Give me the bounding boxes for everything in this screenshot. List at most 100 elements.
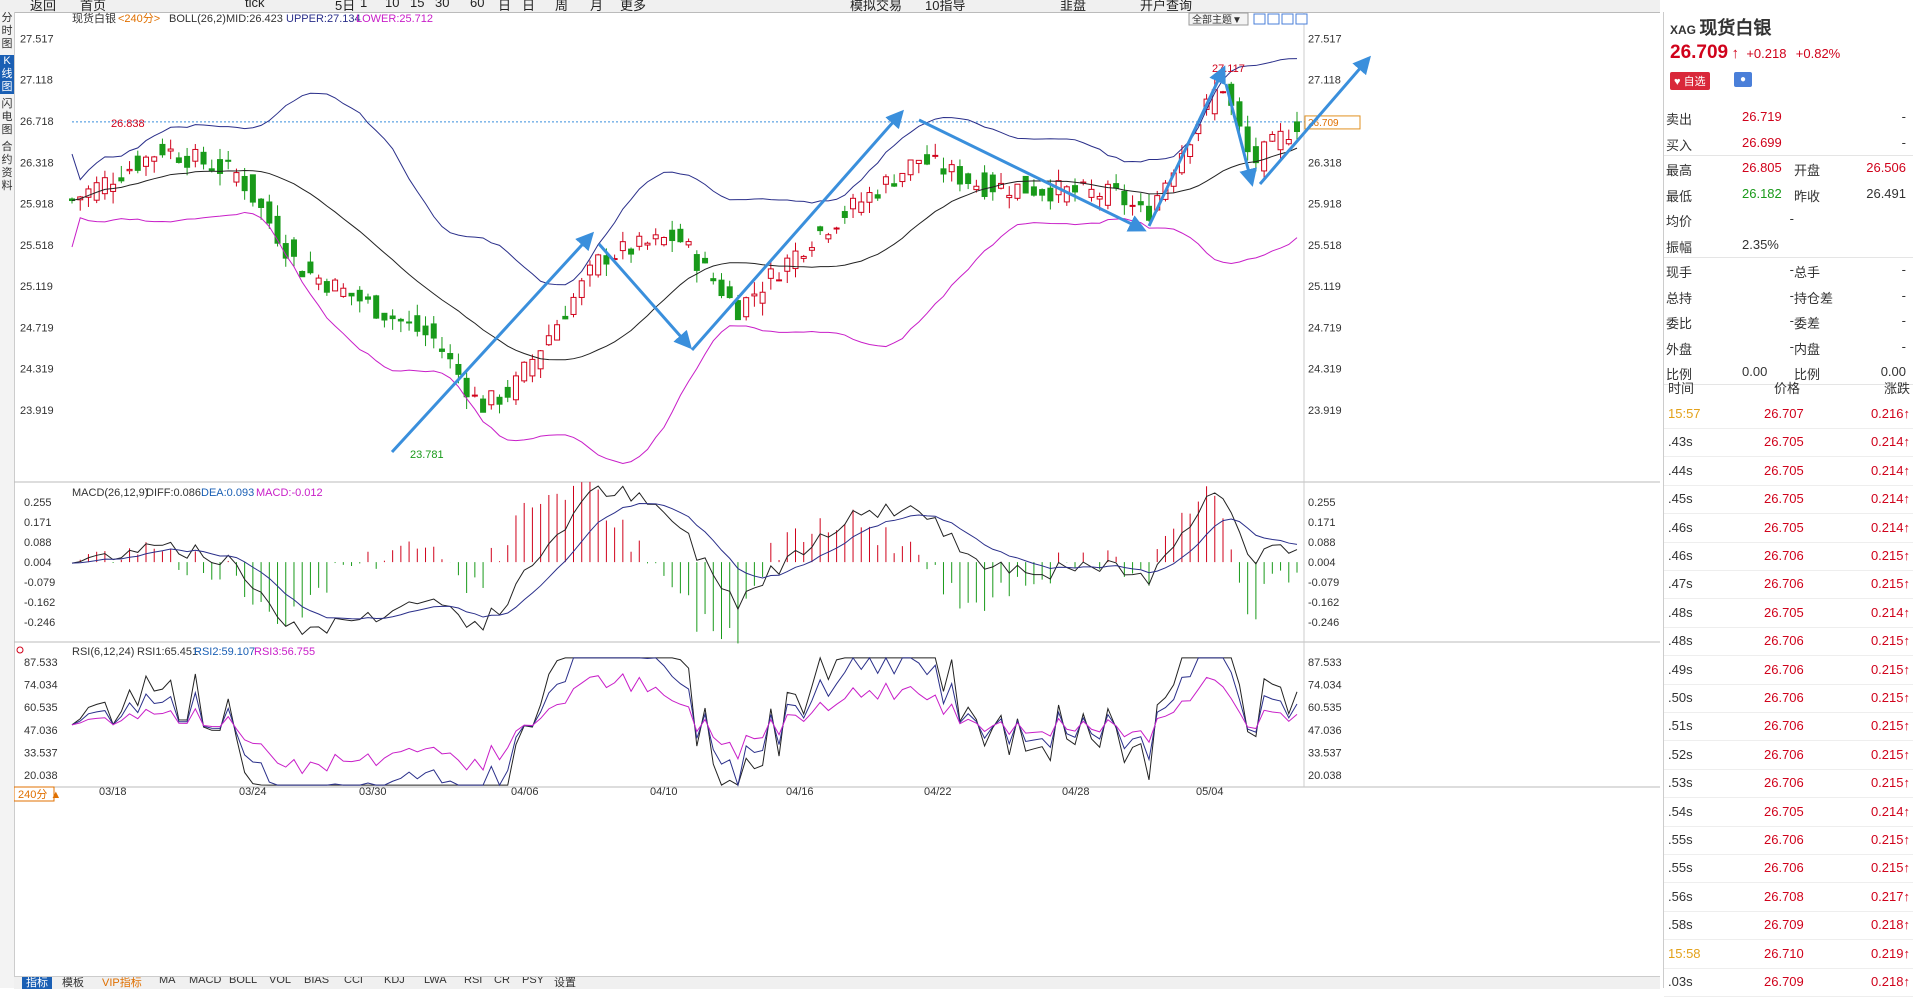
candle-body bbox=[1039, 189, 1046, 196]
boll-mid: MID:26.423 bbox=[226, 13, 283, 25]
boll-mid-line bbox=[71, 147, 1298, 361]
macd-axis-label: -0.246 bbox=[1308, 617, 1339, 629]
indicator-tab[interactable]: LWA bbox=[424, 976, 447, 986]
tick-row: 15:57 26.707 0.216↑ bbox=[1664, 400, 1913, 429]
rsi3-line bbox=[71, 673, 1298, 775]
tick-price: 26.706 bbox=[1764, 690, 1804, 705]
candle-body bbox=[1137, 201, 1144, 206]
favorite-button[interactable]: ♥ 自选 bbox=[1670, 72, 1710, 90]
tick-price: 26.709 bbox=[1764, 917, 1804, 933]
indicator-tab[interactable]: 设置 bbox=[554, 977, 576, 989]
tick-change: 0.215↑ bbox=[1870, 576, 1910, 592]
quote-cell: - bbox=[1901, 338, 1906, 354]
indicator-tab[interactable]: MA bbox=[159, 976, 176, 986]
tick-row: .54s 26.705 0.214↑ bbox=[1664, 798, 1913, 827]
candle-body bbox=[808, 247, 815, 251]
rsi-axis-label: 33.537 bbox=[24, 747, 58, 759]
indicator-tab[interactable]: VIP指标 bbox=[102, 977, 142, 989]
tick-row: .44s 26.705 0.214↑ bbox=[1664, 457, 1913, 486]
price-axis-label: 26.718 bbox=[20, 116, 54, 128]
tick-change: 0.217↑ bbox=[1870, 888, 1910, 904]
left-nav-item[interactable]: 闪电图 bbox=[1, 98, 13, 136]
toolbar-item[interactable]: 周 bbox=[555, 0, 569, 13]
last-price: 26.709 bbox=[1670, 42, 1729, 63]
boll-lower: LOWER:25.712 bbox=[356, 13, 433, 25]
toolbar-item[interactable]: 30 bbox=[435, 0, 450, 10]
price-axis-label: 24.719 bbox=[1308, 322, 1342, 334]
toolbar-item[interactable]: 10指导 bbox=[925, 0, 966, 13]
toolbar-item[interactable]: 模拟交易 bbox=[850, 0, 903, 13]
candle-body bbox=[891, 183, 898, 187]
price-line: 26.709 ↑ +0.218 +0.82% bbox=[1670, 42, 1840, 64]
toolbar-item[interactable]: 返回 bbox=[30, 0, 57, 13]
candle-body bbox=[167, 148, 174, 152]
candle-body bbox=[307, 261, 314, 274]
toolbar-item[interactable]: 15 bbox=[410, 0, 425, 10]
candle-body bbox=[603, 255, 610, 265]
candle-body bbox=[1072, 185, 1079, 193]
candle-body bbox=[1294, 121, 1300, 133]
toolbar-item[interactable]: 60 bbox=[470, 0, 485, 10]
toolbar-item[interactable]: 日 bbox=[498, 0, 512, 13]
candle-body bbox=[948, 164, 955, 173]
candle-body bbox=[208, 168, 215, 172]
indicator-tab[interactable]: 模板 bbox=[62, 977, 84, 989]
trend-arrow bbox=[1258, 55, 1371, 185]
price-axis-label: 25.918 bbox=[20, 199, 54, 211]
quote-row: 最高 26.805 开盘 26.506 bbox=[1664, 155, 1913, 180]
indicator-tab[interactable]: KDJ bbox=[384, 976, 405, 986]
period-label: <240分> bbox=[118, 12, 160, 25]
tick-price: 26.705 bbox=[1764, 491, 1804, 507]
rsi-name: RSI(6,12,24) bbox=[72, 646, 134, 658]
toolbar-item[interactable]: 5日 bbox=[335, 0, 356, 13]
toolbar-item[interactable]: 10 bbox=[385, 0, 400, 10]
toolbar-item[interactable]: 韭盘 bbox=[1060, 0, 1087, 13]
candle-body bbox=[595, 254, 602, 276]
toolbar-item[interactable]: 更多 bbox=[620, 0, 647, 13]
tick-time: .55s bbox=[1668, 832, 1693, 847]
bell-icon[interactable]: ● bbox=[1734, 72, 1752, 87]
macd-axis-label: -0.079 bbox=[24, 577, 55, 589]
candle-body bbox=[702, 257, 709, 264]
date-label: 04/06 bbox=[511, 786, 539, 798]
indicator-tab[interactable]: 指标 bbox=[22, 977, 52, 989]
candle-body bbox=[249, 174, 256, 203]
rsi-axis-label: 33.537 bbox=[1308, 747, 1342, 759]
indicator-tab[interactable]: VOL bbox=[269, 976, 292, 986]
toolbar-item[interactable]: 开户查询 bbox=[1140, 0, 1193, 13]
layout-icon bbox=[1281, 13, 1294, 25]
indicator-tab[interactable]: RSI bbox=[464, 976, 483, 986]
quote-row: 委比 - 委差 - bbox=[1664, 308, 1913, 333]
trend-arrow bbox=[1147, 65, 1226, 227]
trend-arrow bbox=[918, 118, 1147, 232]
toolbar-item[interactable]: 日 bbox=[522, 0, 536, 13]
indicator-tab[interactable]: BIAS bbox=[304, 976, 330, 986]
quote-row: 总持 - 持仓差 - bbox=[1664, 283, 1913, 308]
toolbar-item[interactable]: tick bbox=[245, 0, 265, 10]
quote-cell: 0.00 bbox=[1880, 364, 1906, 379]
toolbar-item[interactable]: 月 bbox=[590, 0, 604, 13]
candle-body bbox=[184, 155, 191, 168]
left-nav-item[interactable]: 分时图 bbox=[1, 12, 13, 50]
tick-price: 26.705 bbox=[1764, 434, 1804, 450]
indicator-tab[interactable]: BOLL bbox=[229, 976, 258, 986]
left-nav-item[interactable]: 合约资料 bbox=[1, 141, 13, 192]
toolbar-item[interactable]: 1 bbox=[360, 0, 368, 10]
indicator-tab[interactable]: MACD bbox=[189, 976, 222, 986]
quote-cell: 振幅 bbox=[1666, 239, 1693, 255]
indicator-tab[interactable]: CR bbox=[494, 976, 510, 986]
rsi-axis-label: 60.535 bbox=[24, 702, 58, 714]
price-axis-label: 27.517 bbox=[20, 33, 54, 45]
left-nav-item[interactable]: K线图 bbox=[0, 55, 14, 94]
indicator-tab[interactable]: PSY bbox=[522, 976, 545, 986]
indicator-tab[interactable]: CCI bbox=[344, 976, 363, 986]
kline-chart[interactable]: 27.51727.51727.11827.11826.71826.71826.3… bbox=[14, 12, 1660, 976]
quote-cell: - bbox=[1901, 134, 1906, 150]
macd-dea-line bbox=[71, 503, 1298, 620]
candle-body bbox=[1096, 195, 1103, 200]
candle-body bbox=[833, 227, 840, 230]
date-label: 03/30 bbox=[359, 786, 387, 798]
toolbar-item[interactable]: 首页 bbox=[80, 0, 107, 13]
candle-body bbox=[512, 375, 519, 401]
quote-cell: 最低 bbox=[1666, 188, 1693, 204]
